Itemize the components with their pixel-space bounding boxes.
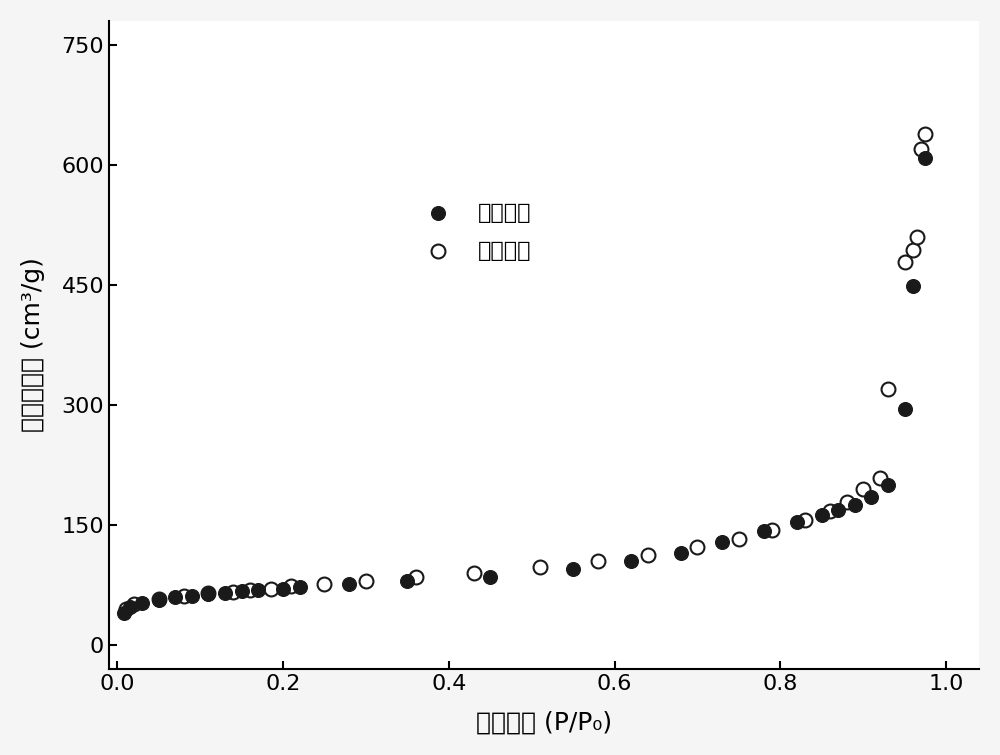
解吸曲线 (905, 245, 921, 257)
吸附曲线 (200, 588, 216, 600)
吸附曲线 (880, 479, 896, 491)
吸附曲线 (917, 153, 933, 165)
解吸曲线 (839, 496, 855, 508)
吸附曲线 (217, 587, 233, 599)
吸附曲线 (623, 555, 639, 567)
解吸曲线 (358, 575, 374, 587)
解吸曲线 (590, 556, 606, 568)
解吸曲线 (200, 587, 216, 599)
解吸曲线 (640, 549, 656, 561)
吸附曲线 (122, 601, 138, 613)
吸附曲线 (116, 606, 132, 618)
吸附曲线 (830, 504, 846, 516)
解吸曲线 (263, 583, 279, 595)
解吸曲线 (283, 581, 299, 593)
吸附曲线 (897, 402, 913, 414)
解吸曲线 (764, 524, 780, 536)
解吸曲线 (880, 383, 896, 395)
吸附曲线 (399, 575, 415, 587)
吸附曲线 (184, 590, 200, 602)
吸附曲线 (482, 571, 498, 583)
吸附曲线 (341, 578, 357, 590)
吸附曲线 (673, 547, 689, 559)
Y-axis label: 氯气吸附量 (cm³/g): 氯气吸附量 (cm³/g) (21, 257, 45, 432)
吸附曲线 (847, 498, 863, 510)
解吸曲线 (917, 128, 933, 140)
X-axis label: 相对压力 (P/P₀): 相对压力 (P/P₀) (476, 710, 612, 734)
解吸曲线 (909, 231, 925, 243)
吸附曲线 (789, 516, 805, 528)
吸附曲线 (167, 591, 183, 603)
解吸曲线 (242, 584, 258, 596)
解吸曲线 (897, 256, 913, 268)
吸附曲线 (863, 491, 879, 503)
吸附曲线 (250, 584, 266, 596)
解吸曲线 (316, 578, 332, 590)
解吸曲线 (797, 514, 813, 526)
吸附曲线 (275, 583, 291, 595)
吸附曲线 (234, 585, 250, 597)
解吸曲线 (822, 505, 838, 517)
解吸曲线 (408, 572, 424, 584)
吸附曲线 (714, 536, 730, 548)
解吸曲线 (466, 567, 482, 579)
解吸曲线 (532, 561, 548, 573)
吸附曲线 (905, 280, 921, 292)
吸附曲线 (151, 594, 167, 606)
解吸曲线 (689, 541, 705, 553)
解吸曲线 (151, 593, 167, 605)
吸附曲线 (565, 562, 581, 575)
Legend: 吸附曲线, 解吸曲线: 吸附曲线, 解吸曲线 (407, 194, 541, 270)
吸附曲线 (292, 581, 308, 593)
解吸曲线 (731, 533, 747, 545)
解吸曲线 (126, 598, 142, 610)
吸附曲线 (756, 525, 772, 537)
吸附曲线 (134, 597, 150, 609)
解吸曲线 (225, 586, 241, 598)
解吸曲线 (118, 603, 134, 615)
解吸曲线 (913, 143, 929, 155)
吸附曲线 (814, 509, 830, 521)
解吸曲线 (872, 473, 888, 485)
解吸曲线 (855, 483, 871, 495)
解吸曲线 (176, 590, 192, 602)
